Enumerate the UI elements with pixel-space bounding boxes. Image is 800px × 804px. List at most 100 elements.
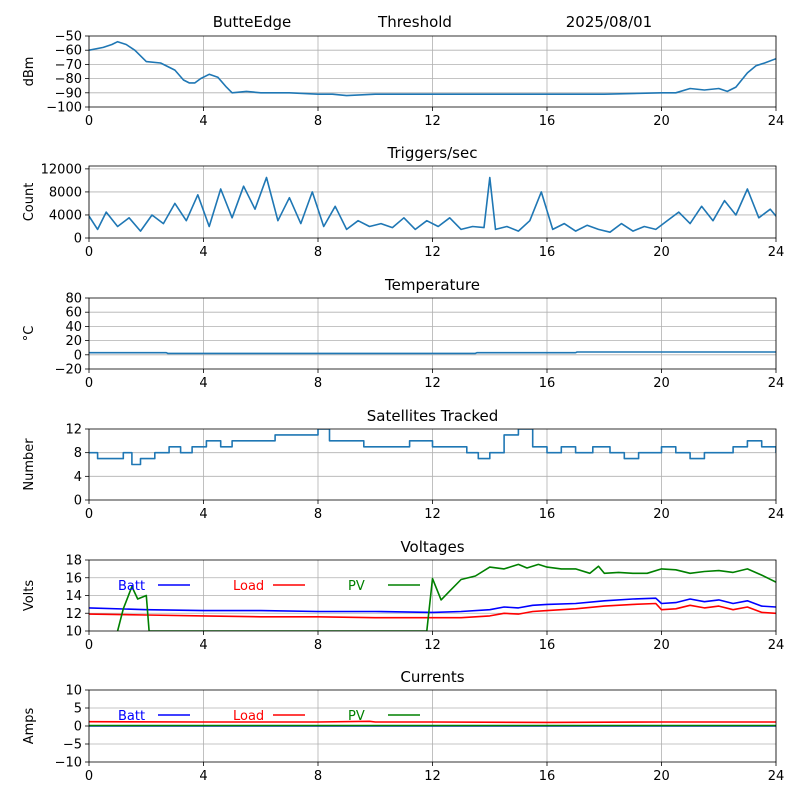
plot-frame <box>88 165 777 239</box>
x-tick-label: 12 <box>424 114 441 129</box>
x-tick-label: 16 <box>539 114 556 129</box>
x-tick-label: 12 <box>424 638 441 653</box>
y-axis-label: Volts <box>22 580 37 612</box>
x-tick-label: 4 <box>199 638 207 653</box>
plot-frame <box>88 689 777 763</box>
chart-title: Temperature <box>384 276 480 294</box>
chart-title: Triggers/sec <box>387 144 478 162</box>
header-station: ButteEdge <box>213 13 292 31</box>
y-axis-label: °C <box>22 326 37 342</box>
chart-panel-5: 0 4 8 12 16 20 24 10 12 14 16 18 Voltages Volts Batt Lo… <box>22 538 784 653</box>
y-tick-label: 0 <box>74 494 82 509</box>
x-tick-label: 8 <box>314 245 322 260</box>
header-label: Threshold <box>377 13 452 31</box>
y-tick-label: −80 <box>55 72 82 87</box>
series-line <box>89 429 776 466</box>
chart-panel-2: 0 4 8 12 16 20 24 0 4000 8000 12000 Triggers/sec Cou… <box>22 144 784 260</box>
y-tick-label: 80 <box>65 292 82 307</box>
chart-panel-4: 0 4 8 12 16 20 24 0 4 8 12 Satellites Tracked Number <box>22 407 784 522</box>
y-tick-label: 4000 <box>49 208 82 223</box>
x-tick-label: 8 <box>314 769 322 784</box>
y-tick-label: 8000 <box>49 185 82 200</box>
x-tick-label: 20 <box>653 114 670 129</box>
x-tick-label: 4 <box>199 114 207 129</box>
x-tick-label: 16 <box>539 376 556 391</box>
series-line <box>89 176 776 233</box>
y-tick-label: 20 <box>65 334 82 349</box>
plot-frame <box>88 428 777 501</box>
y-tick-label: −90 <box>55 86 82 101</box>
y-tick-label: 0 <box>74 348 82 363</box>
series-line <box>89 40 776 97</box>
x-tick-label: 12 <box>424 245 441 260</box>
y-tick-label: −100 <box>46 101 82 116</box>
x-tick-label: 24 <box>768 114 785 129</box>
x-tick-label: 4 <box>199 507 207 522</box>
x-tick-label: 24 <box>768 638 785 653</box>
x-tick-label: 20 <box>653 245 670 260</box>
y-tick-label: 12 <box>65 607 82 622</box>
x-tick-label: 24 <box>768 376 785 391</box>
y-tick-label: 8 <box>74 446 82 461</box>
legend-label-pv: PV <box>348 579 365 594</box>
y-tick-label: 4 <box>74 470 82 485</box>
x-tick-label: 20 <box>653 376 670 391</box>
legend-label-load: Load <box>233 709 264 724</box>
plot-frame <box>88 35 777 108</box>
series-line-pv <box>116 563 776 631</box>
y-tick-label: 12 <box>65 423 82 438</box>
chart-panel-1: 0 4 8 12 16 20 24 −50−60−70−80−90−100 dBm <box>22 30 784 130</box>
y-tick-label: 10 <box>65 684 82 699</box>
header-date: 2025/08/01 <box>566 13 652 31</box>
y-tick-label: −20 <box>55 363 82 378</box>
y-tick-label: −10 <box>55 756 82 771</box>
chart-panel-6: 0 4 8 12 16 20 24 −10 −5 0 5 10 Currents Amps Batt Load… <box>22 668 784 784</box>
y-tick-label: 0 <box>74 232 82 247</box>
y-tick-label: −70 <box>55 58 82 73</box>
x-tick-label: 24 <box>768 245 785 260</box>
y-tick-label: 18 <box>65 554 82 569</box>
y-tick-label: 40 <box>65 320 82 335</box>
y-tick-label: 12000 <box>41 162 82 177</box>
x-tick-label: 4 <box>199 769 207 784</box>
x-tick-label: 12 <box>424 507 441 522</box>
x-tick-label: 0 <box>85 507 93 522</box>
legend-label-pv: PV <box>348 709 365 724</box>
y-tick-label: 0 <box>74 720 82 735</box>
chart-title: Currents <box>400 668 464 686</box>
x-tick-label: 0 <box>85 769 93 784</box>
x-tick-label: 0 <box>85 376 93 391</box>
x-tick-label: 24 <box>768 769 785 784</box>
x-tick-label: 8 <box>314 114 322 129</box>
series-line <box>89 351 776 355</box>
y-tick-label: −50 <box>55 30 82 45</box>
x-tick-label: 20 <box>653 507 670 522</box>
x-tick-label: 16 <box>539 638 556 653</box>
x-tick-label: 8 <box>314 638 322 653</box>
series-line-batt <box>89 597 776 614</box>
chart-title: Voltages <box>400 538 464 556</box>
y-tick-label: −60 <box>55 44 82 59</box>
x-tick-label: 0 <box>85 638 93 653</box>
y-tick-label: 60 <box>65 306 82 321</box>
y-tick-label: 14 <box>65 589 82 604</box>
x-tick-label: 4 <box>199 376 207 391</box>
x-tick-label: 8 <box>314 376 322 391</box>
y-axis-label: Number <box>22 438 37 491</box>
y-tick-label: 10 <box>65 625 82 640</box>
x-tick-label: 16 <box>539 769 556 784</box>
y-tick-label: 16 <box>65 571 82 586</box>
legend-label-load: Load <box>233 579 264 594</box>
legend-label-batt: Batt <box>118 709 145 724</box>
x-tick-label: 16 <box>539 507 556 522</box>
x-tick-label: 20 <box>653 638 670 653</box>
x-tick-label: 16 <box>539 245 556 260</box>
y-tick-label: 5 <box>74 702 82 717</box>
y-tick-label: −5 <box>63 738 82 753</box>
x-tick-label: 24 <box>768 507 785 522</box>
x-tick-label: 20 <box>653 769 670 784</box>
x-tick-label: 8 <box>314 507 322 522</box>
